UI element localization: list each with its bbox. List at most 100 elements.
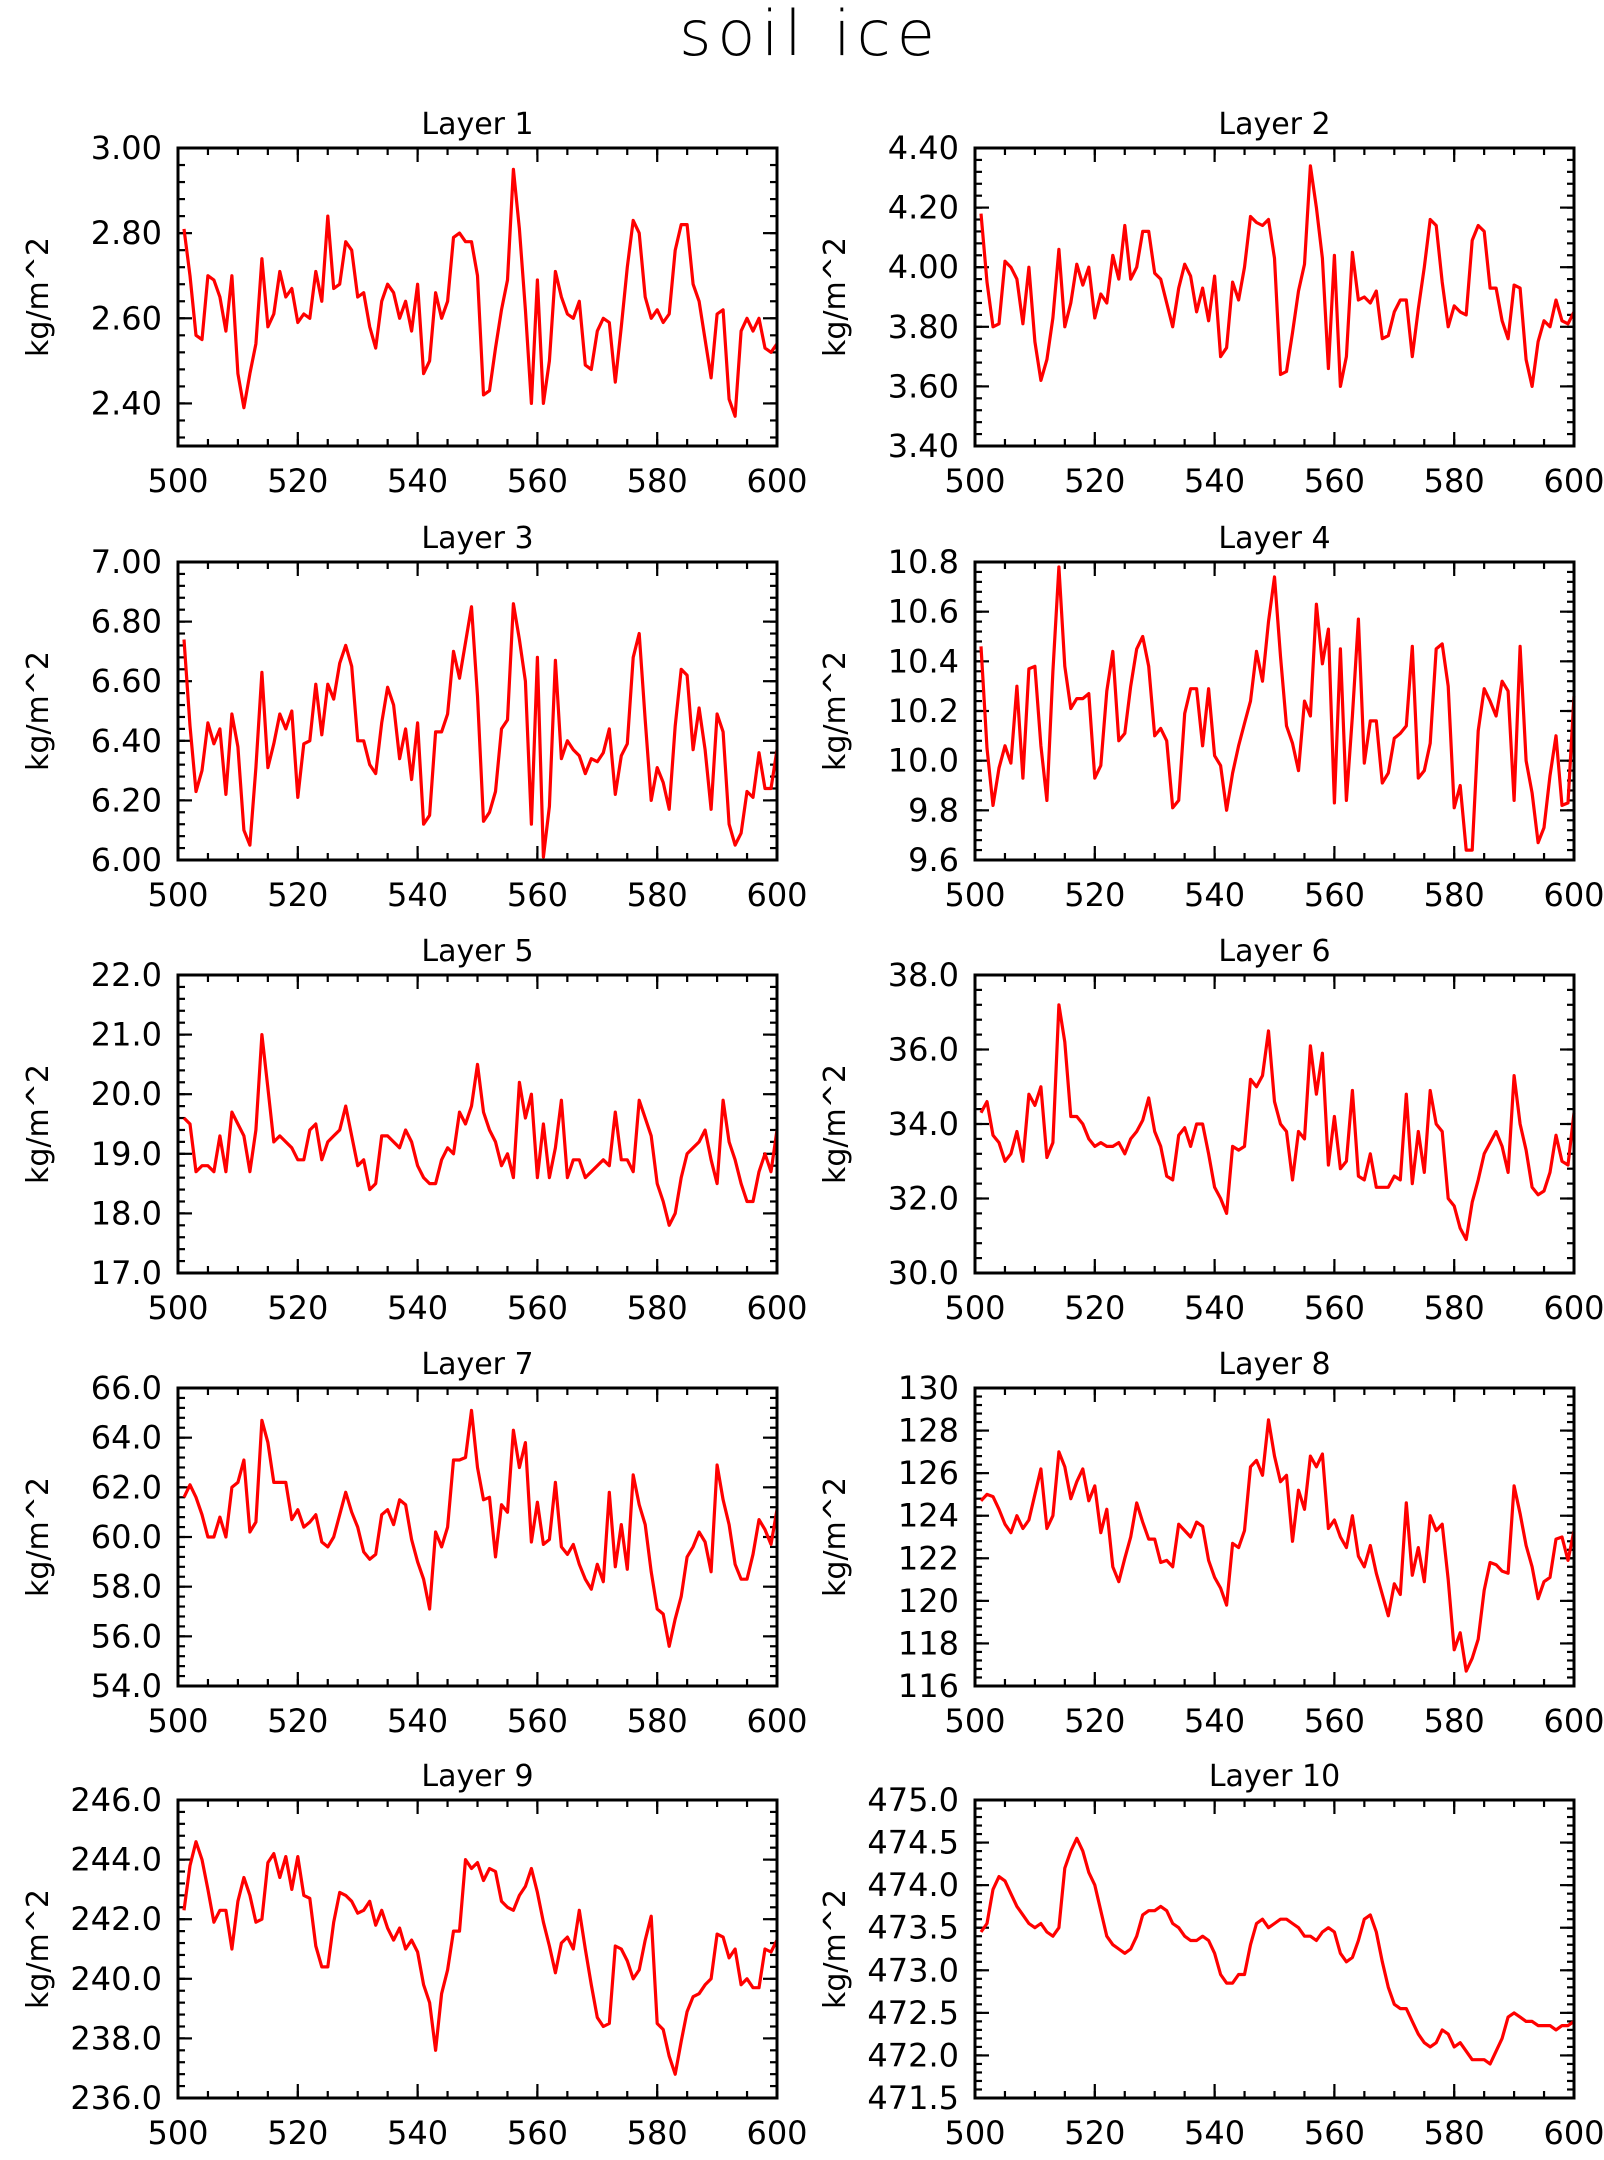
y-axis-label: kg/m^2 bbox=[818, 651, 853, 771]
y-tick-label: 242.0 bbox=[70, 1900, 162, 1938]
panel-title: Layer 7 bbox=[421, 1347, 533, 1382]
y-tick-label: 4.40 bbox=[888, 129, 959, 167]
plot-frame bbox=[176, 146, 779, 448]
y-axis-label: kg/m^2 bbox=[818, 237, 853, 357]
series-line bbox=[182, 1032, 779, 1227]
x-tick-label: 500 bbox=[944, 462, 1005, 500]
y-axis-label: kg/m^2 bbox=[818, 1064, 853, 1184]
y-tick-label: 62.0 bbox=[91, 1468, 162, 1506]
y-tick-label: 120 bbox=[898, 1582, 959, 1620]
panel-title: Layer 3 bbox=[421, 521, 533, 556]
panel-title: Layer 1 bbox=[421, 107, 533, 142]
x-tick-label: 540 bbox=[387, 1289, 448, 1327]
y-tick-label: 10.4 bbox=[888, 642, 959, 680]
x-tick-label: 580 bbox=[627, 1702, 688, 1740]
y-tick-label: 244.0 bbox=[70, 1841, 162, 1879]
chart-panel: Layer 9 236.0 238.0 240.0 242.0 244.0 246.0 500… bbox=[21, 1759, 808, 2152]
y-tick-label: 4.00 bbox=[888, 248, 959, 286]
y-tick-label: 474.0 bbox=[867, 1866, 959, 1904]
x-tick-label: 540 bbox=[1184, 876, 1245, 914]
series-line bbox=[182, 167, 779, 418]
y-axis-label: kg/m^2 bbox=[21, 237, 56, 357]
y-tick-label: 54.0 bbox=[91, 1667, 162, 1705]
series-line bbox=[979, 164, 1576, 388]
x-tick-label: 580 bbox=[627, 1289, 688, 1327]
panel-title: Layer 4 bbox=[1218, 521, 1330, 556]
plot-frame bbox=[973, 146, 1576, 448]
y-tick-label: 56.0 bbox=[91, 1617, 162, 1655]
x-tick-label: 540 bbox=[387, 462, 448, 500]
y-tick-label: 124 bbox=[898, 1497, 959, 1535]
plot-frame bbox=[973, 1386, 1576, 1688]
panel-title: Layer 6 bbox=[1218, 934, 1330, 969]
y-tick-label: 3.40 bbox=[888, 427, 959, 465]
y-tick-label: 6.20 bbox=[91, 781, 162, 819]
x-tick-label: 520 bbox=[267, 1702, 328, 1740]
chart-panel: Layer 1 2.40 2.60 2.80 3.00 500 520 540 560 580 60… bbox=[21, 107, 808, 500]
y-tick-label: 10.8 bbox=[888, 543, 959, 581]
x-tick-label: 560 bbox=[1304, 1289, 1365, 1327]
y-tick-label: 6.80 bbox=[91, 603, 162, 641]
y-tick-label: 475.0 bbox=[867, 1781, 959, 1819]
x-tick-label: 520 bbox=[267, 1289, 328, 1327]
y-tick-label: 17.0 bbox=[91, 1254, 162, 1292]
x-tick-label: 600 bbox=[1543, 462, 1604, 500]
x-tick-label: 540 bbox=[387, 876, 448, 914]
x-tick-label: 600 bbox=[746, 1289, 807, 1327]
chart-panel: Layer 2 3.40 3.60 3.80 4.00 4.20 4.40 500 520 540… bbox=[818, 107, 1604, 500]
chart-panel: Layer 4 9.6 9.8 10.0 10.2 10.4 10.6 10.8 500 520 5… bbox=[818, 521, 1604, 914]
x-tick-label: 600 bbox=[1543, 1289, 1604, 1327]
x-tick-label: 580 bbox=[1424, 876, 1485, 914]
series-line bbox=[182, 1408, 779, 1648]
y-tick-label: 122 bbox=[898, 1539, 959, 1577]
x-tick-label: 500 bbox=[944, 1702, 1005, 1740]
y-tick-label: 240.0 bbox=[70, 1960, 162, 1998]
series-line bbox=[979, 565, 1576, 852]
series-line bbox=[979, 1418, 1576, 1673]
x-tick-label: 580 bbox=[627, 2114, 688, 2152]
x-tick-label: 560 bbox=[507, 1289, 568, 1327]
x-tick-label: 580 bbox=[1424, 462, 1485, 500]
y-tick-label: 9.6 bbox=[908, 841, 959, 879]
plot-frame bbox=[973, 973, 1576, 1275]
y-tick-label: 58.0 bbox=[91, 1568, 162, 1606]
y-tick-label: 22.0 bbox=[91, 956, 162, 994]
x-tick-label: 600 bbox=[746, 2114, 807, 2152]
x-tick-label: 580 bbox=[1424, 1702, 1485, 1740]
x-tick-label: 560 bbox=[1304, 462, 1365, 500]
chart-panel: Layer 3 6.00 6.20 6.40 6.60 6.80 7.00 500 520 540… bbox=[21, 521, 808, 914]
y-tick-label: 246.0 bbox=[70, 1781, 162, 1819]
x-tick-label: 580 bbox=[627, 876, 688, 914]
panels: Layer 1 2.40 2.60 2.80 3.00 500 520 540 560 580 60… bbox=[21, 107, 1604, 2152]
x-tick-label: 520 bbox=[1064, 1289, 1125, 1327]
y-tick-label: 36.0 bbox=[888, 1031, 959, 1069]
x-tick-label: 560 bbox=[1304, 2114, 1365, 2152]
x-tick-label: 520 bbox=[1064, 876, 1125, 914]
x-tick-label: 580 bbox=[627, 462, 688, 500]
x-tick-label: 520 bbox=[1064, 462, 1125, 500]
y-tick-label: 472.5 bbox=[867, 1994, 959, 2032]
x-tick-label: 560 bbox=[507, 462, 568, 500]
panel-title: Layer 9 bbox=[421, 1759, 533, 1794]
panel-title: Layer 8 bbox=[1218, 1347, 1330, 1382]
x-tick-label: 520 bbox=[1064, 2114, 1125, 2152]
y-tick-label: 118 bbox=[898, 1624, 959, 1662]
y-tick-label: 10.2 bbox=[888, 692, 959, 730]
y-tick-label: 474.5 bbox=[867, 1824, 959, 1862]
y-tick-label: 471.5 bbox=[867, 2079, 959, 2117]
x-tick-label: 500 bbox=[944, 2114, 1005, 2152]
y-tick-label: 34.0 bbox=[888, 1105, 959, 1143]
y-tick-label: 3.80 bbox=[888, 308, 959, 346]
chart-panel: Layer 7 54.0 56.0 58.0 60.0 62.0 64.0 66.0 500 52… bbox=[21, 1347, 808, 1740]
panel-title: Layer 5 bbox=[421, 934, 533, 969]
plot-frame bbox=[176, 560, 779, 862]
y-tick-label: 9.8 bbox=[908, 791, 959, 829]
series-line bbox=[979, 1003, 1576, 1242]
y-tick-label: 38.0 bbox=[888, 956, 959, 994]
y-axis-label: kg/m^2 bbox=[818, 1889, 853, 2009]
x-tick-label: 500 bbox=[147, 462, 208, 500]
x-tick-label: 540 bbox=[387, 2114, 448, 2152]
y-tick-label: 6.60 bbox=[91, 662, 162, 700]
x-tick-label: 600 bbox=[746, 1702, 807, 1740]
